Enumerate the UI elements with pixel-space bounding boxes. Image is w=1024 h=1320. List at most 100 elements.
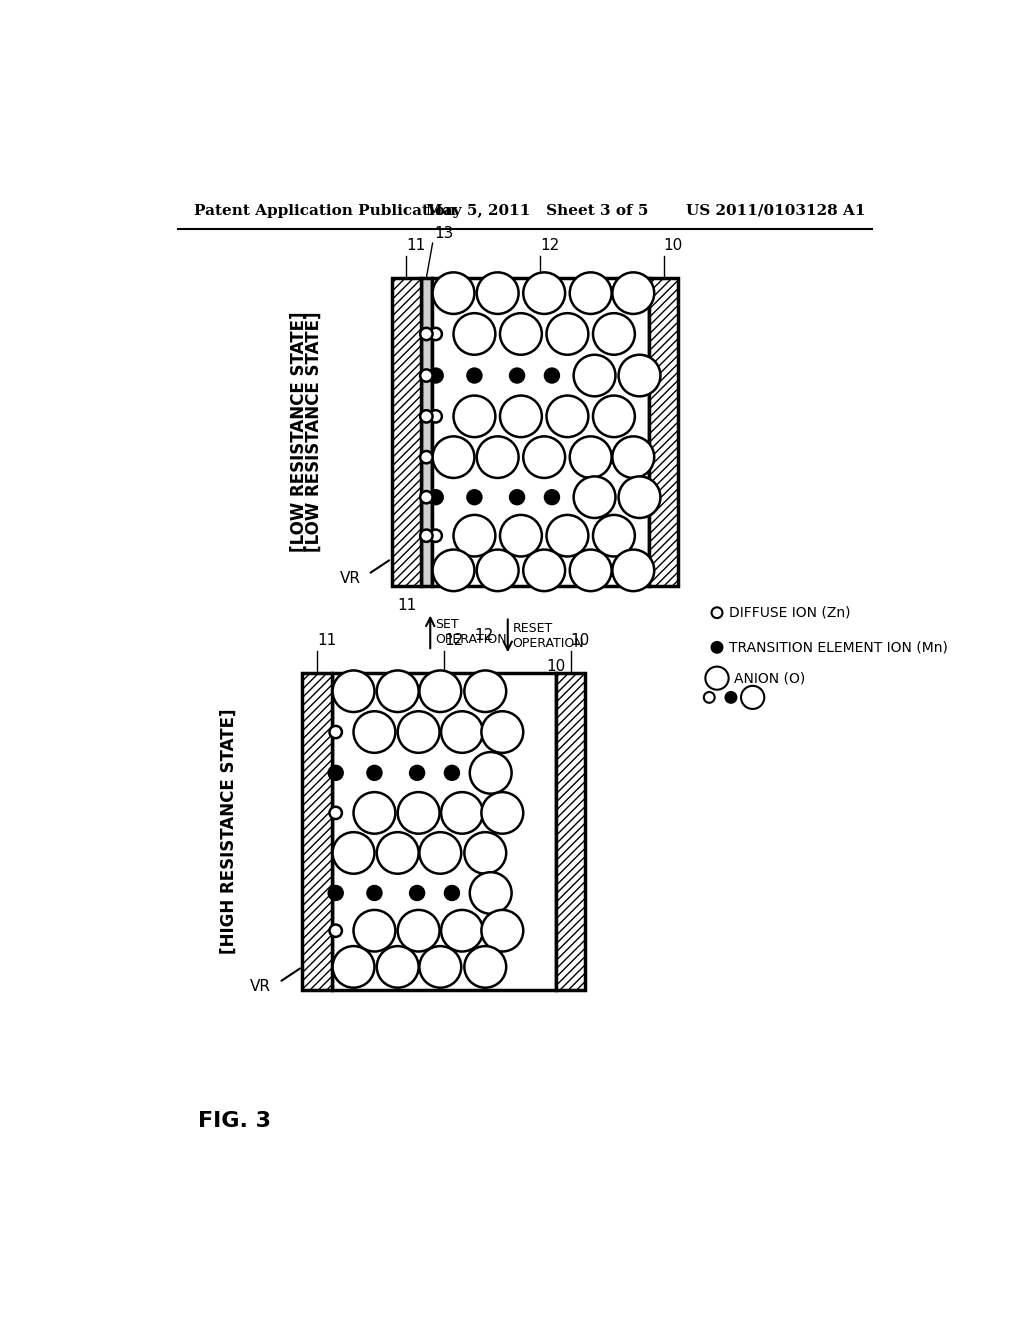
Circle shape — [368, 886, 381, 900]
Circle shape — [618, 355, 660, 396]
Circle shape — [500, 515, 542, 557]
Circle shape — [420, 671, 461, 711]
Circle shape — [569, 549, 611, 591]
Circle shape — [569, 437, 611, 478]
Circle shape — [510, 368, 524, 383]
Circle shape — [612, 549, 654, 591]
Circle shape — [573, 355, 615, 396]
Circle shape — [377, 946, 419, 987]
Circle shape — [593, 313, 635, 355]
Circle shape — [464, 671, 506, 711]
Text: May 5, 2011   Sheet 3 of 5: May 5, 2011 Sheet 3 of 5 — [426, 203, 649, 218]
Circle shape — [333, 946, 375, 987]
Circle shape — [612, 437, 654, 478]
Circle shape — [523, 549, 565, 591]
Circle shape — [441, 711, 483, 752]
Text: 11: 11 — [317, 634, 336, 648]
Circle shape — [477, 272, 518, 314]
Circle shape — [330, 726, 342, 738]
Circle shape — [470, 752, 512, 793]
Text: 12: 12 — [443, 634, 463, 648]
Circle shape — [410, 766, 424, 780]
Text: RESET
OPERATION: RESET OPERATION — [512, 622, 584, 649]
Circle shape — [368, 766, 381, 780]
Bar — [391, 277, 421, 586]
Circle shape — [432, 437, 474, 478]
Circle shape — [420, 327, 432, 341]
Circle shape — [545, 490, 559, 504]
Circle shape — [353, 792, 395, 834]
Circle shape — [429, 411, 442, 422]
Text: TRANSITION ELEMENT ION (Mn): TRANSITION ELEMENT ION (Mn) — [729, 640, 947, 655]
Text: 10: 10 — [570, 634, 590, 648]
Circle shape — [464, 832, 506, 874]
Text: US 2011/0103128 A1: US 2011/0103128 A1 — [686, 203, 865, 218]
Text: 10: 10 — [664, 238, 683, 253]
Circle shape — [432, 272, 474, 314]
Circle shape — [467, 368, 481, 383]
Circle shape — [523, 437, 565, 478]
Circle shape — [547, 313, 589, 355]
Text: VR: VR — [251, 978, 271, 994]
Circle shape — [353, 711, 395, 752]
Text: Patent Application Publication: Patent Application Publication — [194, 203, 456, 218]
Text: [LOW RESISTANCE STATE]: [LOW RESISTANCE STATE] — [290, 312, 307, 552]
Text: [HIGH RESISTANCE STATE]: [HIGH RESISTANCE STATE] — [220, 709, 238, 954]
Circle shape — [547, 396, 589, 437]
Bar — [302, 673, 332, 990]
Circle shape — [377, 832, 419, 874]
Circle shape — [330, 807, 342, 818]
Circle shape — [333, 832, 375, 874]
Circle shape — [377, 671, 419, 711]
Text: VR: VR — [340, 570, 360, 586]
Circle shape — [726, 692, 736, 702]
Circle shape — [612, 272, 654, 314]
Bar — [432, 277, 649, 586]
Circle shape — [397, 711, 439, 752]
Circle shape — [703, 692, 715, 702]
Circle shape — [329, 766, 343, 780]
Circle shape — [429, 327, 442, 341]
Circle shape — [420, 411, 432, 422]
Circle shape — [454, 313, 496, 355]
Text: 11: 11 — [407, 238, 426, 253]
Circle shape — [467, 490, 481, 504]
Circle shape — [420, 491, 432, 503]
Circle shape — [454, 515, 496, 557]
Text: 13: 13 — [434, 226, 454, 240]
Circle shape — [397, 792, 439, 834]
Circle shape — [464, 946, 506, 987]
Bar — [332, 673, 556, 990]
Circle shape — [470, 873, 512, 913]
Text: [LOW RESISTANCE STATE]: [LOW RESISTANCE STATE] — [305, 312, 323, 552]
Circle shape — [333, 671, 375, 711]
Circle shape — [329, 886, 343, 900]
Circle shape — [573, 477, 615, 517]
Circle shape — [510, 490, 524, 504]
Text: 10: 10 — [547, 659, 565, 675]
Circle shape — [330, 924, 342, 937]
Circle shape — [420, 946, 461, 987]
Text: ANION (O): ANION (O) — [734, 671, 805, 685]
Circle shape — [420, 529, 432, 543]
Circle shape — [432, 549, 474, 591]
Circle shape — [441, 792, 483, 834]
Circle shape — [445, 766, 459, 780]
Bar — [649, 277, 678, 586]
Circle shape — [593, 396, 635, 437]
Circle shape — [420, 451, 432, 463]
Circle shape — [477, 549, 518, 591]
Text: 12: 12 — [541, 238, 559, 253]
Circle shape — [481, 792, 523, 834]
Bar — [556, 673, 586, 990]
Text: FIG. 3: FIG. 3 — [198, 1111, 270, 1131]
Bar — [421, 277, 432, 586]
Circle shape — [429, 368, 442, 383]
Circle shape — [500, 396, 542, 437]
Circle shape — [420, 832, 461, 874]
Text: SET
OPERATION: SET OPERATION — [435, 618, 507, 645]
Circle shape — [441, 909, 483, 952]
Circle shape — [500, 313, 542, 355]
Circle shape — [454, 396, 496, 437]
Circle shape — [429, 490, 442, 504]
